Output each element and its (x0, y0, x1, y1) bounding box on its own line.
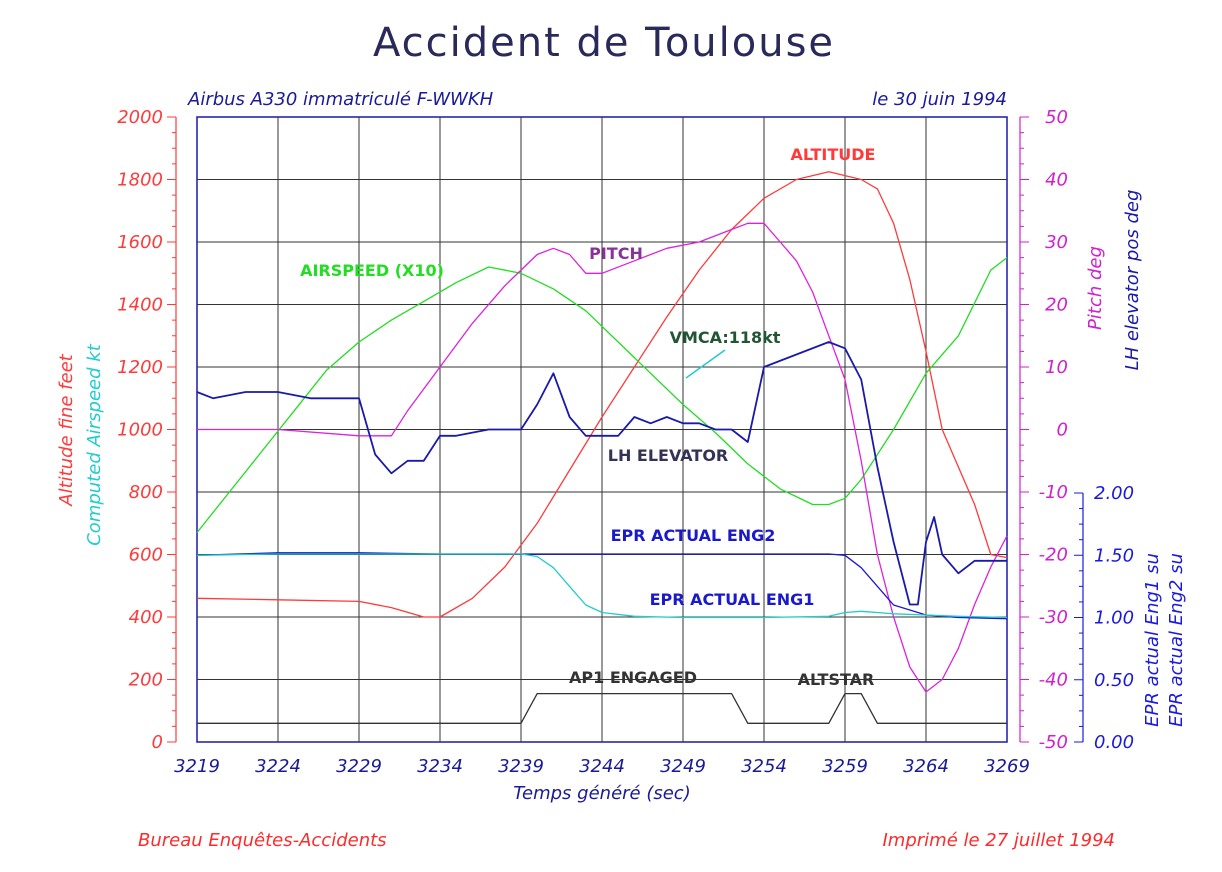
epr-tick-label: 0.00 (1094, 732, 1134, 753)
annotation-label: EPR ACTUAL ENG1 (650, 590, 815, 609)
x-tick-label: 3244 (579, 756, 625, 777)
epr2-axis-label: EPR actual Eng2 su (1166, 553, 1187, 727)
x-tick-label: 3254 (741, 756, 787, 777)
epr1-axis-label: EPR actual Eng1 su (1142, 553, 1163, 727)
left-tick-label: 600 (129, 545, 163, 566)
x-tick-label: 3264 (903, 756, 949, 777)
pitch-tick-label: 30 (1045, 232, 1068, 253)
x-tick-label: 3234 (417, 756, 463, 777)
left-tick-label: 1000 (117, 420, 163, 441)
left-tick-label: 400 (129, 607, 163, 628)
pitch-tick-label: -10 (1039, 482, 1068, 503)
aircraft-subtitle: Airbus A330 immatriculé F-WWKH (187, 89, 494, 110)
epr-tick-label: 2.00 (1094, 483, 1134, 504)
annotation-label: EPR ACTUAL ENG2 (611, 526, 776, 545)
x-tick-label: 3239 (498, 756, 544, 777)
annotation-label: PITCH (589, 244, 643, 263)
annotation-label: AIRSPEED (X10) (300, 261, 444, 280)
x-tick-label: 3269 (984, 756, 1030, 777)
left-tick-label: 0 (152, 732, 163, 753)
series (196, 171, 1008, 724)
left-tick-label: 2000 (117, 107, 163, 128)
pitch-tick-label: -30 (1039, 607, 1068, 628)
left-tick-label: 800 (129, 482, 163, 503)
pitch-tick-label: 50 (1045, 107, 1068, 128)
series-line-ap1 (197, 692, 1007, 724)
left-tick-label: 1400 (117, 295, 163, 316)
series-line-altitude (196, 171, 1008, 618)
epr-tick-label: 1.50 (1094, 545, 1134, 566)
epr-tick-label: 1.00 (1094, 608, 1134, 629)
footer-bureau: Bureau Enquêtes-Accidents (138, 830, 387, 851)
pitch-tick-label: -40 (1039, 670, 1068, 691)
left-tick-label: 1200 (117, 357, 163, 378)
pitch-axis-label: Pitch deg (1085, 246, 1106, 330)
vmca-pointer (685, 349, 726, 379)
pitch-tick-label: -50 (1039, 732, 1068, 753)
epr-tick-label: 0.50 (1094, 670, 1134, 691)
annotations: ALTITUDE AIRSPEED (X10) PITCH LH ELEVATOR EP… (300, 145, 875, 689)
annotation-label: ALTITUDE (791, 145, 876, 164)
series-line-pitch (197, 222, 1008, 693)
airspeed-axis-label: Computed Airspeed kt (84, 343, 105, 545)
date-subtitle: le 30 juin 1994 (872, 89, 1007, 110)
series-line-epr2 (196, 553, 1008, 619)
x-tick-label: 3229 (336, 756, 382, 777)
series-line-elevator (196, 341, 1007, 606)
altitude-axis-label: Altitude fine feet (56, 353, 77, 506)
grid (196, 116, 1008, 743)
series-line-epr1 (196, 552, 1008, 620)
annotation-label: ALTSTAR (798, 670, 875, 689)
pitch-tick-label: 10 (1045, 357, 1068, 378)
x-tick-label: 3249 (660, 756, 706, 777)
left-tick-label: 1800 (117, 170, 163, 191)
x-tick-label: 3259 (822, 756, 868, 777)
pitch-tick-label: -20 (1039, 545, 1068, 566)
annotation-label: VMCA:118kt (670, 328, 781, 347)
series-line-airspeed (196, 257, 1008, 534)
page-title: Accident de Toulouse (373, 20, 835, 66)
x-axis-label: Temps généré (sec) (513, 783, 690, 804)
footer-print-date: Imprimé le 27 juillet 1994 (883, 830, 1116, 851)
left-tick-label: 200 (129, 670, 163, 691)
annotation-label: LH ELEVATOR (608, 446, 728, 465)
left-tick-label: 1600 (117, 232, 163, 253)
pitch-tick-label: 20 (1045, 295, 1068, 316)
axes: 3219 3224 3229 3234 3239 3244 3249 3254 3259 3264… (56, 107, 1187, 777)
pitch-tick-label: 40 (1045, 170, 1068, 191)
x-tick-label: 3219 (174, 756, 220, 777)
pitch-tick-label: 0 (1057, 420, 1068, 441)
annotation-label: AP1 ENGAGED (569, 668, 697, 687)
elevator-axis-label: LH elevator pos deg (1122, 190, 1143, 371)
x-tick-label: 3224 (255, 756, 301, 777)
